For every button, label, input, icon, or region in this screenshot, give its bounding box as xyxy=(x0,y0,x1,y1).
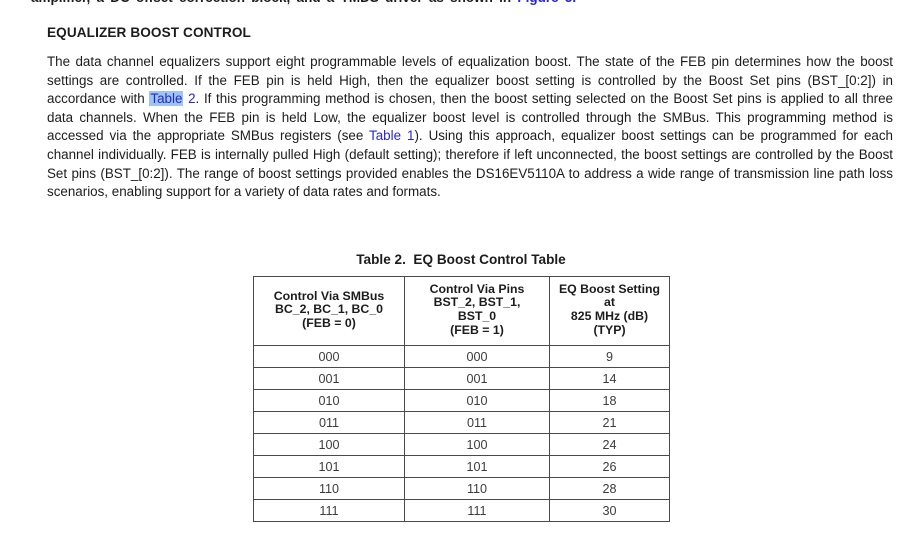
header-line: Control Via Pins xyxy=(429,281,525,296)
table2-reference-link-highlighted[interactable]: Table xyxy=(149,91,184,107)
table-row: 101 101 26 xyxy=(253,455,670,478)
pin-code-cell: 111 xyxy=(404,499,550,522)
pin-code-cell: 000 xyxy=(404,345,550,368)
boost-db-cell: 30 xyxy=(549,499,670,522)
header-line: (TYP) xyxy=(593,322,626,337)
pin-code-cell: 011 xyxy=(404,411,550,434)
body-paragraph: The data channel equalizers support eigh… xyxy=(47,53,893,202)
smbus-code-cell: 010 xyxy=(253,389,405,412)
smbus-code-cell: 100 xyxy=(253,433,405,456)
table-row: 100 100 24 xyxy=(253,433,670,456)
header-line: BST_2, BST_1, xyxy=(433,295,521,310)
clipped-line-body: amplifier, a DC offset correction block,… xyxy=(31,0,517,5)
smbus-code-cell: 001 xyxy=(253,367,405,390)
pin-code-cell: 110 xyxy=(404,477,550,500)
header-line: EQ Boost Setting at xyxy=(558,281,661,310)
pin-code-cell: 001 xyxy=(404,367,550,390)
smbus-code-cell: 101 xyxy=(253,455,405,478)
smbus-code-cell: 110 xyxy=(253,477,405,500)
table2-reference-link[interactable]: 2 xyxy=(183,91,196,107)
smbus-code-cell: 111 xyxy=(253,499,405,522)
table-row: 111 111 30 xyxy=(253,499,670,522)
col-header-boost-setting: EQ Boost Setting at 825 MHz (dB) (TYP) xyxy=(549,276,670,346)
pin-code-cell: 010 xyxy=(404,389,550,412)
boost-db-cell: 18 xyxy=(549,389,670,412)
table1-reference-link[interactable]: Table 1 xyxy=(369,128,415,144)
smbus-code-cell: 011 xyxy=(253,411,405,434)
pin-code-cell: 101 xyxy=(404,455,550,478)
header-line: BST_0 xyxy=(457,309,497,323)
clipped-line-text: amplifier, a DC offset correction block,… xyxy=(31,0,831,7)
pin-code-cell: 100 xyxy=(404,433,550,456)
boost-db-cell: 26 xyxy=(549,455,670,478)
header-line: Control Via SMBus xyxy=(273,288,385,303)
header-line: BC_2, BC_1, BC_0 xyxy=(275,302,383,317)
figure-reference-link[interactable]: Figure 5. xyxy=(517,0,576,5)
paragraph-segment: ). Using this approach, equalizer boost … xyxy=(47,128,894,200)
eq-boost-control-table: Control Via SMBus BC_2, BC_1, BC_0 (FEB … xyxy=(253,276,670,522)
boost-db-cell: 9 xyxy=(549,345,670,368)
boost-db-cell: 21 xyxy=(549,411,670,434)
paragraph-segment: . If this programming method is chosen, … xyxy=(47,91,893,144)
smbus-code-cell: 000 xyxy=(253,345,405,368)
header-line: (FEB = 0) xyxy=(302,315,356,330)
header-line: 825 MHz (dB) xyxy=(570,309,649,323)
boost-db-cell: 28 xyxy=(549,477,670,500)
table-row: 010 010 18 xyxy=(253,389,670,412)
table-header-row: Control Via SMBus BC_2, BC_1, BC_0 (FEB … xyxy=(253,276,670,346)
section-heading: EQUALIZER BOOST CONTROL xyxy=(47,25,251,40)
table-row: 110 110 28 xyxy=(253,477,670,500)
table-row: 011 011 21 xyxy=(253,411,670,434)
header-line: (FEB = 1) xyxy=(450,322,504,337)
col-header-smbus: Control Via SMBus BC_2, BC_1, BC_0 (FEB … xyxy=(253,276,405,346)
boost-db-cell: 14 xyxy=(549,367,670,390)
boost-db-cell: 24 xyxy=(549,433,670,456)
paragraph-segment: The data channel equalizers support eigh… xyxy=(47,54,893,107)
table-caption: Table 2. EQ Boost Control Table xyxy=(356,252,566,267)
table-row: 000 000 9 xyxy=(253,345,670,368)
clipped-previous-line: amplifier, a DC offset correction block,… xyxy=(31,0,831,7)
col-header-pins: Control Via Pins BST_2, BST_1, BST_0 (FE… xyxy=(404,276,550,346)
table-row: 001 001 14 xyxy=(253,367,670,390)
